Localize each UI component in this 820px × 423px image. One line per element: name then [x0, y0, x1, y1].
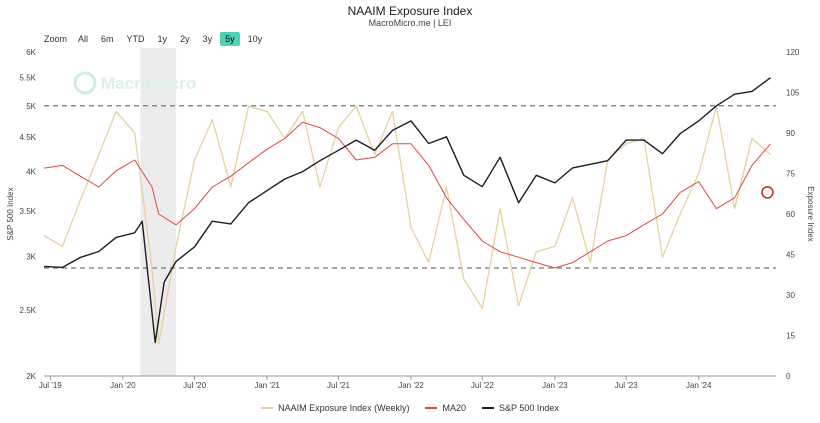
- chart-title: NAAIM Exposure Index: [347, 4, 473, 18]
- x-tick-label: Jan '23: [542, 381, 568, 390]
- legend-label-ma20: MA20: [442, 403, 466, 413]
- right-tick-label: 45: [786, 251, 795, 260]
- right-tick-label: 60: [786, 210, 795, 219]
- x-tick-label: Jan '21: [254, 381, 280, 390]
- left-tick-label: 6K: [26, 48, 36, 57]
- legend-label-naaim: NAAIM Exposure Index (Weekly): [278, 403, 410, 413]
- legend-item-sp500[interactable]: S&P 500 Index: [482, 403, 559, 413]
- legend-item-naaim[interactable]: NAAIM Exposure Index (Weekly): [261, 403, 409, 413]
- right-tick-label: 30: [786, 291, 795, 300]
- right-tick-label: 105: [786, 89, 800, 98]
- chart-subtitle: MacroMicro.me | LEI: [368, 18, 452, 28]
- x-tick-label: Jan '24: [686, 381, 712, 390]
- right-tick-label: 120: [786, 48, 800, 57]
- zoom-10y-button[interactable]: 10y: [247, 34, 263, 44]
- left-tick-label: 3K: [26, 252, 36, 261]
- zoom-3y-button[interactable]: 3y: [202, 34, 213, 44]
- zoom-2y-button[interactable]: 2y: [180, 34, 190, 44]
- right-axis-title: Exposure Index: [806, 186, 815, 242]
- zoom-ytd-button[interactable]: YTD: [126, 34, 145, 44]
- x-tick-label: Jul '22: [471, 381, 494, 390]
- zoom-label: Zoom: [44, 34, 68, 44]
- legend-swatch-naaim: [261, 407, 274, 409]
- legend-item-ma20[interactable]: MA20: [425, 403, 466, 413]
- right-tick-label: 0: [786, 372, 791, 381]
- watermark-logo-icon: [73, 71, 97, 95]
- x-tick-label: Jan '20: [110, 381, 136, 390]
- zoom-all-button[interactable]: All: [78, 34, 89, 44]
- left-tick-label: 5.5K: [20, 74, 37, 83]
- x-tick-label: Jul '19: [39, 381, 62, 390]
- zoom-controls: Zoom All 6m YTD 1y 2y 3y 5y 10y: [44, 32, 270, 46]
- x-tick-label: Jul '20: [183, 381, 206, 390]
- zoom-5y-button[interactable]: 5y: [220, 32, 240, 46]
- left-tick-label: 3.5K: [20, 207, 37, 216]
- left-tick-label: 5K: [26, 102, 36, 111]
- zoom-1y-button[interactable]: 1y: [157, 34, 168, 44]
- series-ma20-line: [43, 121, 771, 269]
- legend-swatch-ma20: [425, 407, 438, 409]
- zoom-6m-button[interactable]: 6m: [101, 34, 114, 44]
- left-tick-label: 2.5K: [20, 306, 37, 315]
- left-tick-label: 2K: [26, 372, 36, 381]
- left-tick-label: 4.5K: [20, 133, 37, 142]
- x-tick-label: Jul '21: [327, 381, 350, 390]
- series-sp500-line: [43, 77, 771, 344]
- highlight-marker-icon: [761, 186, 774, 199]
- right-tick-label: 75: [786, 170, 795, 179]
- x-tick-label: Jan '22: [398, 381, 424, 390]
- right-tick-label: 15: [786, 332, 795, 341]
- legend-label-sp500: S&P 500 Index: [499, 403, 559, 413]
- watermark-text: MacroMicro: [101, 74, 196, 93]
- legend-swatch-sp500: [482, 407, 494, 409]
- left-tick-label: 4K: [26, 168, 36, 177]
- x-tick-label: Jul '23: [615, 381, 638, 390]
- left-axis-title: S&P 500 Index: [6, 187, 15, 240]
- right-tick-label: 90: [786, 129, 795, 138]
- chart-legend: NAAIM Exposure Index (Weekly) MA20 S&P 5…: [0, 403, 820, 413]
